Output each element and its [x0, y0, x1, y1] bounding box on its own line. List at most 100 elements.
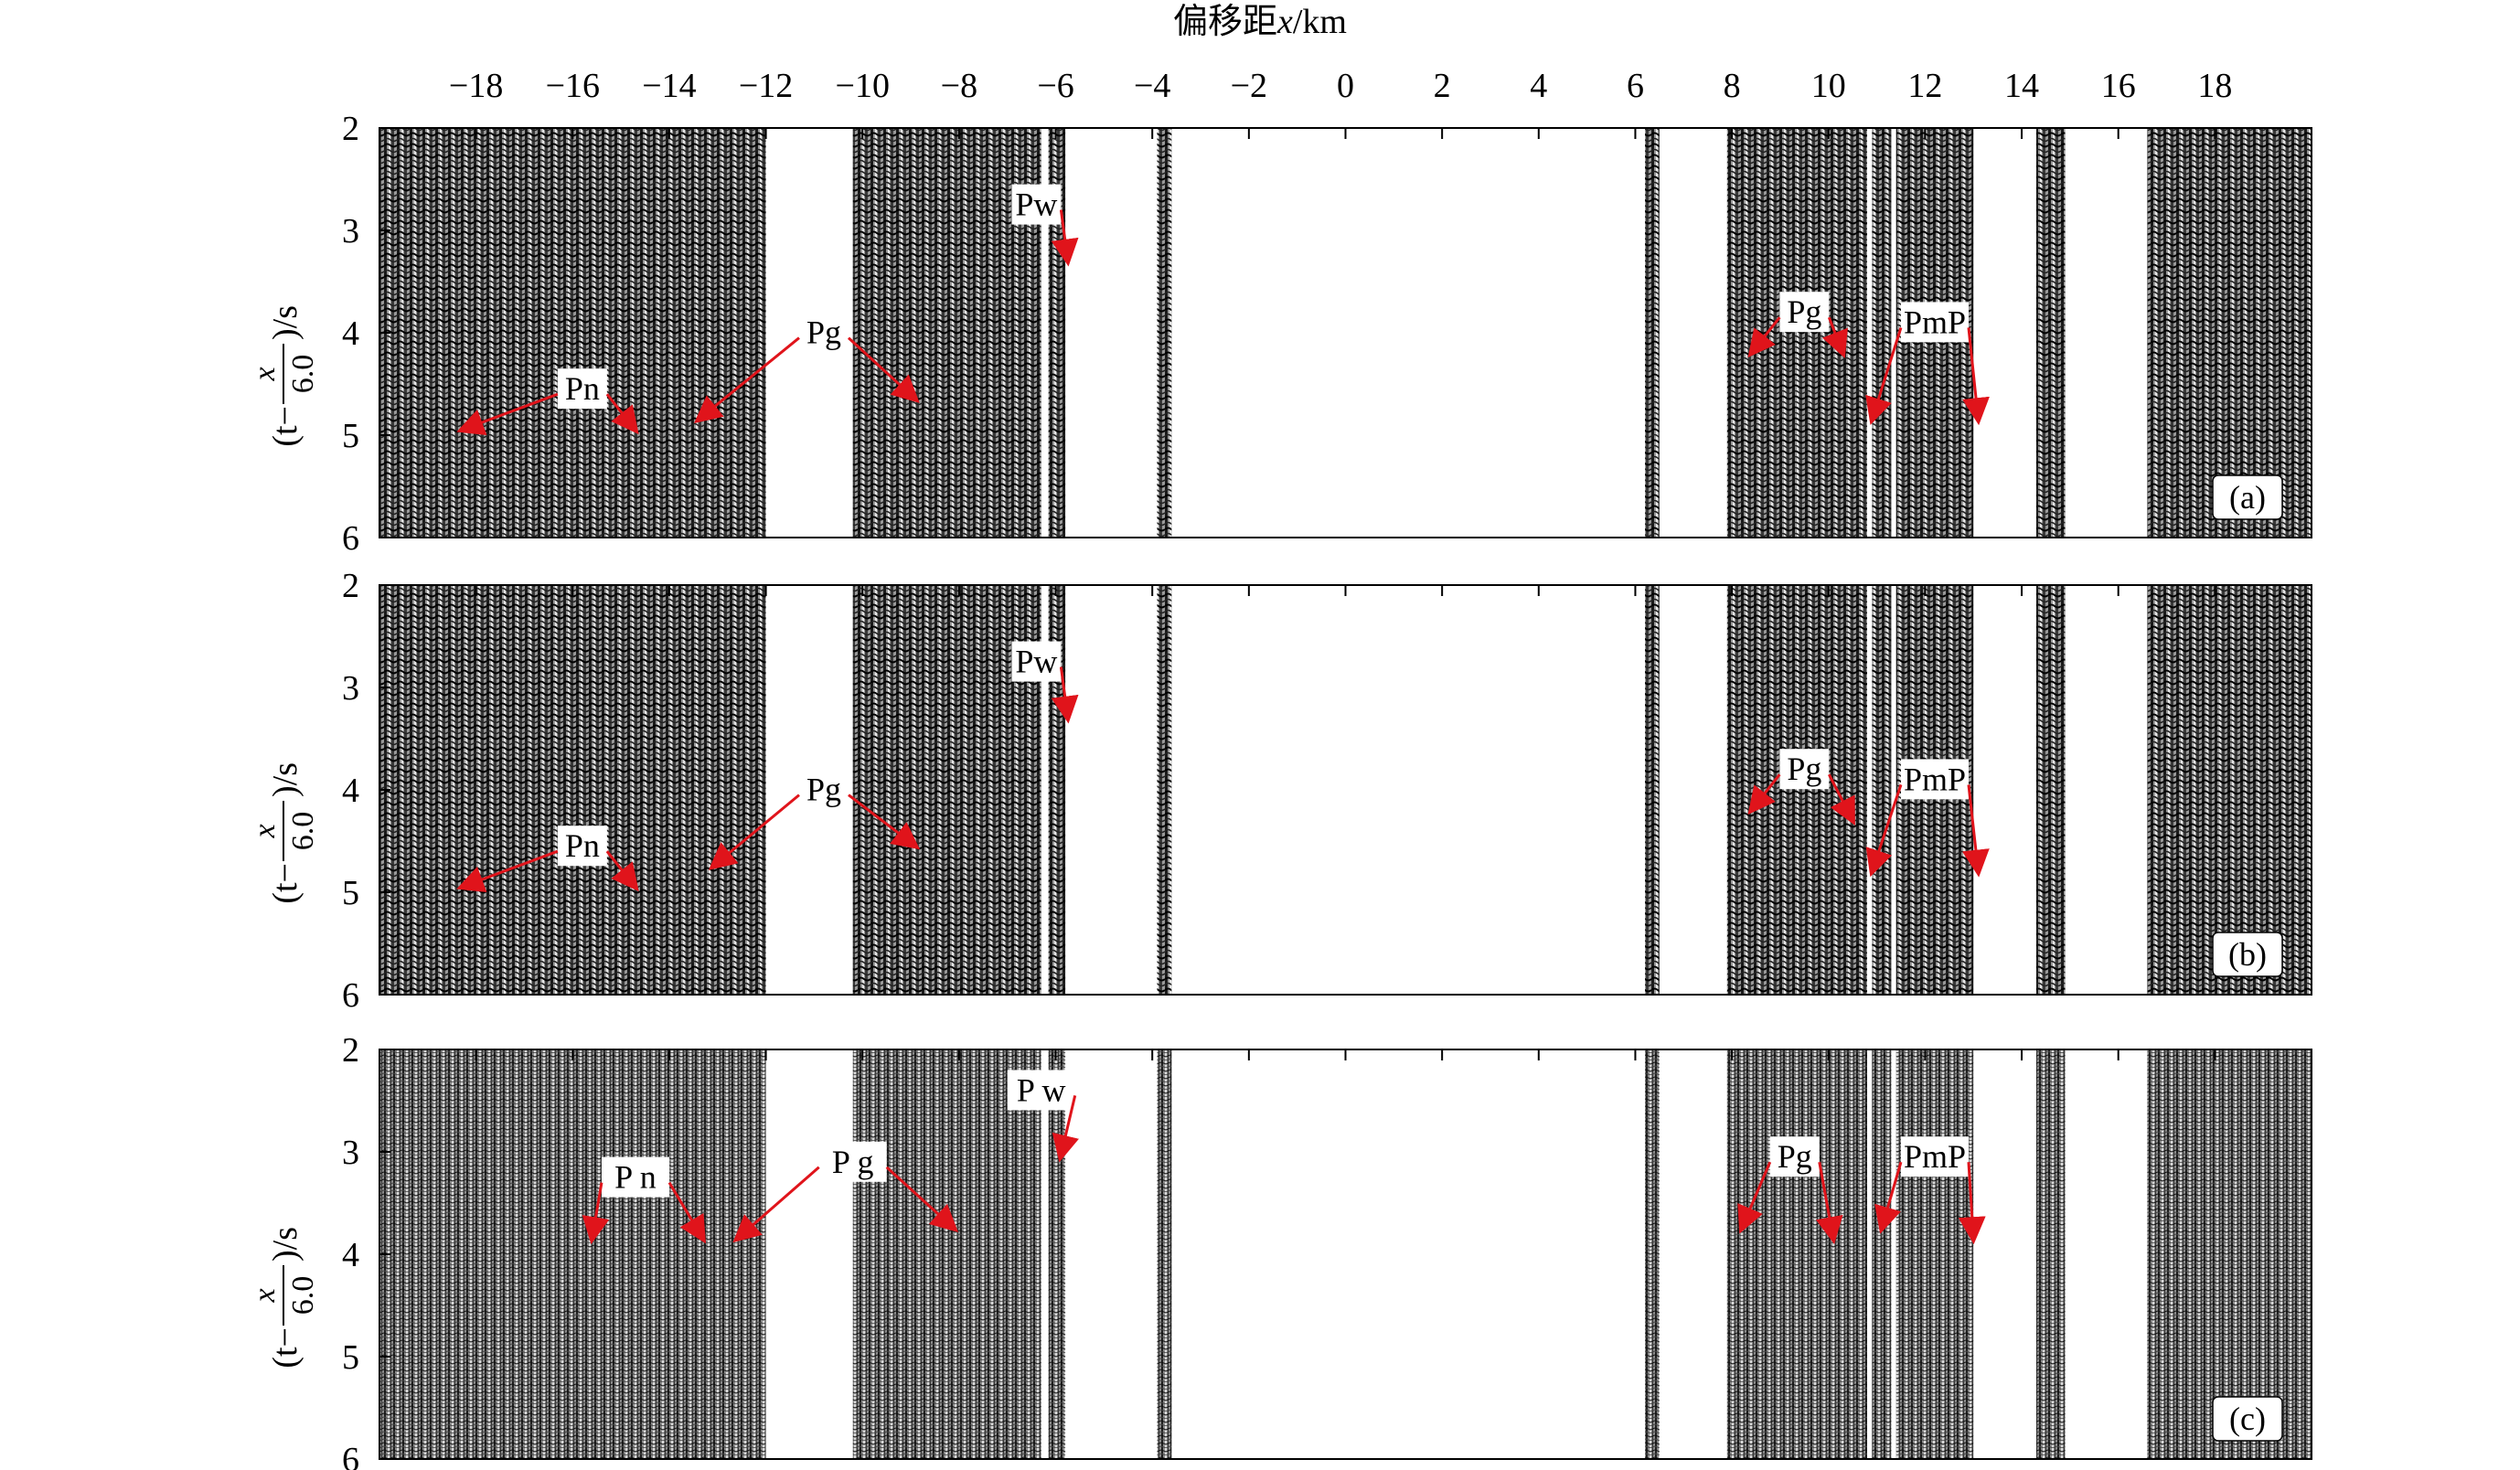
trace-band: [1726, 1049, 1868, 1459]
phase-arrow: [1961, 784, 1990, 878]
phase-label: P n: [614, 1159, 657, 1196]
y-axis-title: (t− x 6.0)/s: [248, 305, 320, 447]
phase-label: Pw: [1015, 186, 1057, 223]
y-tick-label: 5: [342, 417, 359, 455]
trace-band: [1872, 585, 1892, 995]
phase-arrow: [667, 1181, 707, 1244]
phase-arrow: [1815, 1161, 1843, 1245]
y-axis-title-close: )/s: [266, 762, 304, 797]
phase-arrow: [1958, 1162, 1986, 1245]
phase-label-box: [1900, 1136, 1969, 1177]
panel-tag: (a): [2229, 479, 2266, 516]
phase-label: PmP: [1904, 761, 1966, 797]
phase-arrow: [1962, 327, 1990, 426]
y-axis-title-numerator: x: [248, 824, 282, 838]
phase-arrow: [1828, 773, 1855, 826]
x-tick-label: −4: [1134, 67, 1170, 105]
phase-arrow: [1051, 666, 1079, 724]
phase-label-box: [798, 769, 849, 810]
phase-label: Pg: [806, 314, 841, 351]
trace-band: [1048, 585, 1066, 995]
y-tick-label: 2: [342, 110, 359, 148]
phase-label-box: [798, 312, 849, 353]
trace-band: [1645, 1049, 1660, 1459]
phase-label: Pg: [1787, 751, 1821, 787]
trace-band: [852, 1049, 1041, 1459]
panel-tag-box: [2212, 932, 2283, 977]
phase-label-box: [1011, 641, 1062, 682]
y-axis-title-close: )/s: [266, 1227, 304, 1262]
trace-band: [2035, 585, 2066, 995]
phase-arrow: [605, 850, 639, 892]
phase-label-box: [818, 1141, 887, 1182]
phase-label-box: [557, 368, 607, 410]
phase-arrow: [1821, 316, 1848, 358]
y-tick-label: 6: [342, 1441, 359, 1470]
trace-band: [2035, 1049, 2066, 1459]
phase-label-box: [1900, 302, 1969, 343]
y-tick-label: 3: [342, 1134, 359, 1172]
x-tick-label: −18: [449, 67, 503, 105]
y-tick-label: 4: [342, 772, 359, 810]
y-tick-label: 4: [342, 1236, 359, 1274]
x-tick-label: 0: [1337, 67, 1354, 105]
phase-label-box: [601, 1156, 669, 1198]
phase-label: Pg: [1787, 293, 1821, 330]
trace-band: [1726, 128, 1868, 538]
trace-band: [1157, 1049, 1172, 1459]
phase-arrow: [1051, 209, 1079, 267]
trace-band: [1645, 585, 1660, 995]
phase-label: Pg: [806, 772, 841, 808]
y-tick-label: 5: [342, 1338, 359, 1377]
x-tick-label: −10: [836, 67, 890, 105]
record-panel-3: 2 3 4 5 6 (t− x 6.0)/s P n P g P w Pg PmP (c): [248, 1031, 2312, 1470]
y-axis-title-open: (t−: [266, 406, 304, 447]
x-tick-label: 2: [1434, 67, 1451, 105]
x-tick-label: −16: [546, 67, 600, 105]
phase-label: Pn: [565, 370, 600, 407]
phase-arrow: [1865, 326, 1903, 425]
record-panel-1: 2 3 4 5 6 (t− x 6.0)/s Pn Pg Pw Pg PmP (a): [248, 110, 2312, 558]
trace-band: [1645, 128, 1660, 538]
panel-tag-box: [2212, 1396, 2283, 1442]
x-tick-label: −2: [1231, 67, 1267, 105]
y-axis-title-numerator: x: [248, 1288, 282, 1303]
y-axis-title-denominator: 6.0: [286, 1276, 320, 1316]
trace-band: [1048, 128, 1066, 538]
phase-arrow: [847, 336, 920, 403]
trace-band: [1872, 128, 1892, 538]
phase-arrow: [1052, 1095, 1079, 1163]
x-tick-label: −8: [941, 67, 977, 105]
y-axis-title: (t− x 6.0)/s: [248, 762, 320, 904]
panel-tag-box: [2212, 474, 2283, 520]
trace-band: [2147, 1049, 2312, 1459]
y-tick-label: 4: [342, 314, 359, 353]
phase-label: PmP: [1904, 1138, 1966, 1175]
trace-band: [379, 585, 766, 995]
phase-arrow: [732, 1166, 820, 1243]
trace-band: [1157, 128, 1172, 538]
trace-band: [1895, 1049, 1974, 1459]
y-tick-label: 6: [342, 976, 359, 1015]
y-tick-label: 2: [342, 1031, 359, 1070]
y-tick-label: 5: [342, 874, 359, 912]
x-tick-label: 14: [2004, 67, 2039, 105]
phase-label: PmP: [1904, 304, 1966, 340]
phase-label-box: [1007, 1070, 1075, 1111]
trace-band: [852, 585, 1041, 995]
phase-arrow: [693, 336, 800, 423]
x-axis-tick-labels: −18 −16 −14 −12 −10 −8 −6 −4 −2 0 2 4 6 8 10 12 14 16 18: [449, 67, 2232, 105]
phase-label-box: [1779, 749, 1830, 790]
panel-tag: (b): [2228, 936, 2267, 973]
y-axis-title-denominator: 6.0: [286, 355, 320, 394]
phase-arrow: [582, 1182, 610, 1245]
x-tick-label: 6: [1627, 67, 1644, 105]
y-axis-title: (t− x 6.0 )/s: [248, 1227, 320, 1369]
y-axis-title-open: (t−: [266, 1327, 304, 1369]
x-tick-label: 4: [1530, 67, 1547, 105]
y-tick-label: 3: [342, 669, 359, 708]
trace-band: [1048, 1049, 1066, 1459]
phase-label: P g: [832, 1144, 874, 1180]
phase-arrow: [1747, 316, 1781, 358]
